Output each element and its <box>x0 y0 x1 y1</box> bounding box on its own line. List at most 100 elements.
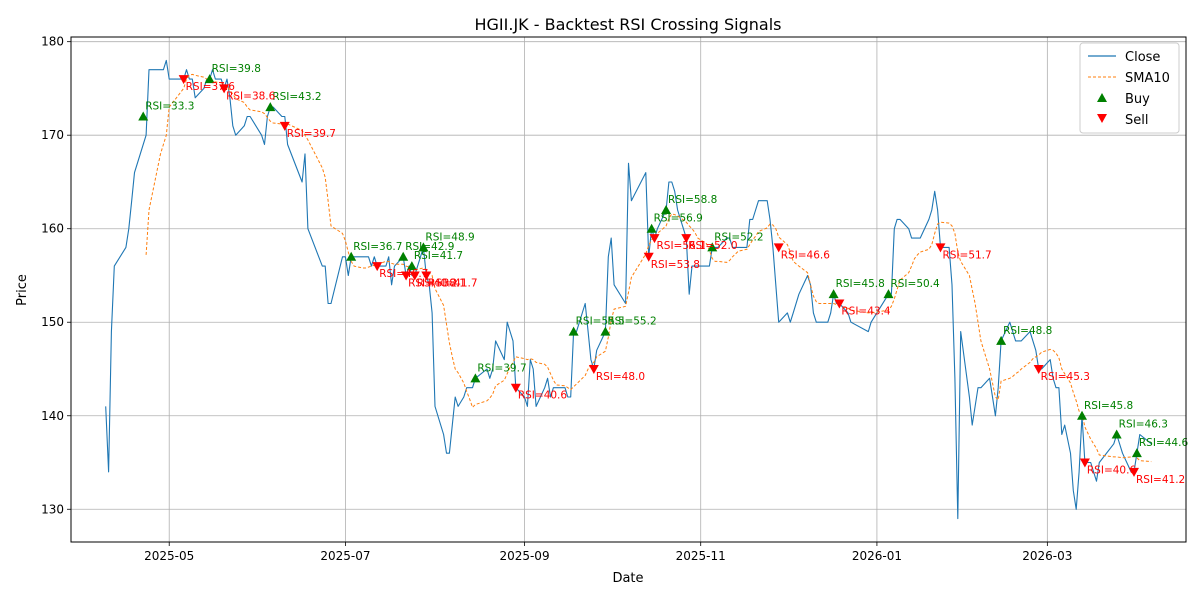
buy-signal-label: RSI=36.7 <box>353 241 402 253</box>
sell-signal-marker <box>681 234 692 244</box>
buy-signal-marker <box>707 242 718 252</box>
sell-signal-marker <box>834 299 845 309</box>
buy-signal-label: RSI=33.3 <box>145 100 194 112</box>
buy-signal-marker <box>265 102 276 112</box>
x-tick-label: 2026-03 <box>1022 549 1072 563</box>
sell-signal-marker <box>1033 364 1044 374</box>
buy-signal-marker <box>1111 429 1122 439</box>
y-tick-label: 140 <box>41 409 64 423</box>
x-axis-label: Date <box>612 571 643 586</box>
buy-signal-marker <box>1077 410 1088 420</box>
sell-signal-marker <box>219 84 230 94</box>
sell-signal-marker <box>1079 458 1090 468</box>
legend-close-label: Close <box>1125 50 1160 65</box>
sell-signal-marker <box>421 271 432 281</box>
buy-signal-marker <box>398 251 409 261</box>
buy-signal-marker <box>646 223 657 233</box>
buy-signal-marker <box>600 326 611 336</box>
buy-signal-label: RSI=58.8 <box>668 194 717 206</box>
buy-signal-label: RSI=55.5 <box>576 316 625 328</box>
buy-signal-label: RSI=50.4 <box>890 278 940 290</box>
buy-signal-label: RSI=48.9 <box>425 231 474 243</box>
buy-signal-marker <box>406 261 417 271</box>
legend-buy-label: Buy <box>1125 92 1150 107</box>
buy-signal-label: RSI=39.8 <box>212 63 261 75</box>
sell-signal-label: RSI=40.6 <box>1087 465 1137 477</box>
buy-signal-label: RSI=43.2 <box>272 91 321 103</box>
sell-signal-marker <box>1129 467 1140 477</box>
legend-sma-label: SMA10 <box>1125 71 1170 86</box>
buy-signal-label: RSI=42.9 <box>405 241 454 253</box>
buy-signal-label: RSI=46.3 <box>1119 418 1168 430</box>
close-price-line <box>105 59 1152 520</box>
legend-sell-label: Sell <box>1125 113 1148 128</box>
x-tick-label: 2025-07 <box>320 549 370 563</box>
sell-signal-label: RSI=46.6 <box>781 249 831 261</box>
series-layer <box>105 59 1152 520</box>
sell-signal-label: RSI=40.2 <box>408 277 457 289</box>
sell-signal-label: RSI=38.1 <box>417 277 466 289</box>
sell-signal-marker <box>773 243 784 253</box>
sell-signal-marker <box>178 75 189 85</box>
grid <box>71 37 1186 542</box>
y-tick-label: 150 <box>41 315 64 329</box>
x-tick-label: 2025-09 <box>499 549 549 563</box>
legend-sell-marker <box>1097 114 1107 123</box>
x-tick-label: 2025-11 <box>676 549 726 563</box>
plot-area-frame <box>70 36 1187 543</box>
buy-signal-marker <box>138 111 149 121</box>
legend-box <box>1079 42 1180 134</box>
sell-signal-label: RSI=48.0 <box>596 371 645 383</box>
buy-signal-marker <box>828 289 839 299</box>
buy-signal-label: RSI=45.8 <box>836 278 885 290</box>
chart-title: HGII.JK - Backtest RSI Crossing Signals <box>474 15 781 34</box>
buy-signal-label: RSI=45.8 <box>1084 400 1133 412</box>
buy-signal-marker <box>568 326 579 336</box>
sell-signal-label: RSI=39.7 <box>287 128 336 140</box>
sell-signal-marker <box>401 271 412 281</box>
buy-signal-label: RSI=41.7 <box>414 250 463 262</box>
y-tick-label: 160 <box>41 222 64 236</box>
buy-signal-marker <box>883 289 894 299</box>
sell-signal-label: RSI=52.0 <box>688 240 737 252</box>
x-tick-label: 2026-01 <box>852 549 902 563</box>
y-tick-label: 130 <box>41 502 64 516</box>
buy-signal-label: RSI=56.9 <box>654 213 703 225</box>
buy-signal-label: RSI=48.8 <box>1003 325 1052 337</box>
buy-signal-marker <box>346 251 357 261</box>
sell-signal-marker <box>643 252 654 262</box>
buy-signal-marker <box>1131 448 1142 458</box>
buy-signal-marker <box>661 205 672 215</box>
buy-signal-marker <box>470 373 481 383</box>
buy-signal-label: RSI=39.7 <box>477 362 526 374</box>
sell-signal-marker <box>510 383 521 393</box>
sell-signal-label: RSI=51.7 <box>942 249 991 261</box>
buy-signal-label: RSI=44.6 <box>1139 437 1189 449</box>
sell-signal-label: RSI=38.6 <box>226 90 276 102</box>
y-axis-label: Price <box>15 274 30 306</box>
sell-signal-marker <box>588 364 599 374</box>
y-tick-label: 180 <box>41 35 64 49</box>
sell-signal-label: RSI=43.4 <box>841 306 891 318</box>
sell-signal-marker <box>409 271 420 281</box>
sell-signal-label: RSI=45.3 <box>1041 371 1090 383</box>
axes: 2025-05 2025-07 2025-09 2025-11 2026-01 2026-… <box>41 35 1072 563</box>
legend-buy-marker <box>1097 93 1107 102</box>
y-tick-label: 170 <box>41 128 64 142</box>
buy-signal-marker <box>418 242 429 252</box>
sell-signal-label: RSI=41.2 <box>1136 474 1185 486</box>
sell-signal-label: RSI=53.8 <box>651 259 700 271</box>
sma10-line <box>145 73 1152 463</box>
sell-signal-marker <box>649 234 660 244</box>
sell-signal-marker <box>935 243 946 253</box>
buy-signal-marker <box>204 74 215 84</box>
sell-signal-marker <box>279 121 290 131</box>
sell-signal-label: RSI=56.1 <box>656 240 705 252</box>
sell-signal-label: RSI=41.7 <box>428 277 477 289</box>
signal-layer: RSI=33.3 RSI=39.8 RSI=43.2 RSI=36.7 RSI=42.9… <box>138 63 1188 486</box>
x-tick-label: 2025-05 <box>144 549 194 563</box>
buy-signal-label: RSI=55.2 <box>607 316 656 328</box>
sell-signal-marker <box>372 262 383 272</box>
